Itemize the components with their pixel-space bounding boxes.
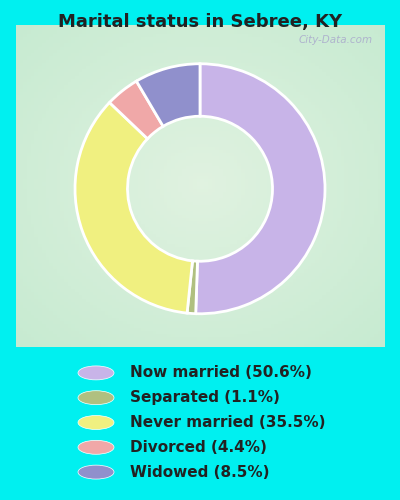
Text: Marital status in Sebree, KY: Marital status in Sebree, KY [58, 12, 342, 30]
Circle shape [78, 366, 114, 380]
Text: Divorced (4.4%): Divorced (4.4%) [130, 440, 267, 455]
Circle shape [78, 440, 114, 454]
Wedge shape [187, 261, 198, 314]
Wedge shape [110, 81, 163, 138]
Wedge shape [75, 102, 192, 313]
Wedge shape [196, 64, 325, 314]
Text: City-Data.com: City-Data.com [299, 34, 373, 44]
Text: Now married (50.6%): Now married (50.6%) [130, 366, 312, 380]
Circle shape [78, 390, 114, 404]
Circle shape [78, 465, 114, 479]
Text: Separated (1.1%): Separated (1.1%) [130, 390, 280, 405]
Text: Never married (35.5%): Never married (35.5%) [130, 415, 326, 430]
Circle shape [78, 416, 114, 430]
Wedge shape [136, 64, 200, 126]
Text: Widowed (8.5%): Widowed (8.5%) [130, 464, 270, 479]
